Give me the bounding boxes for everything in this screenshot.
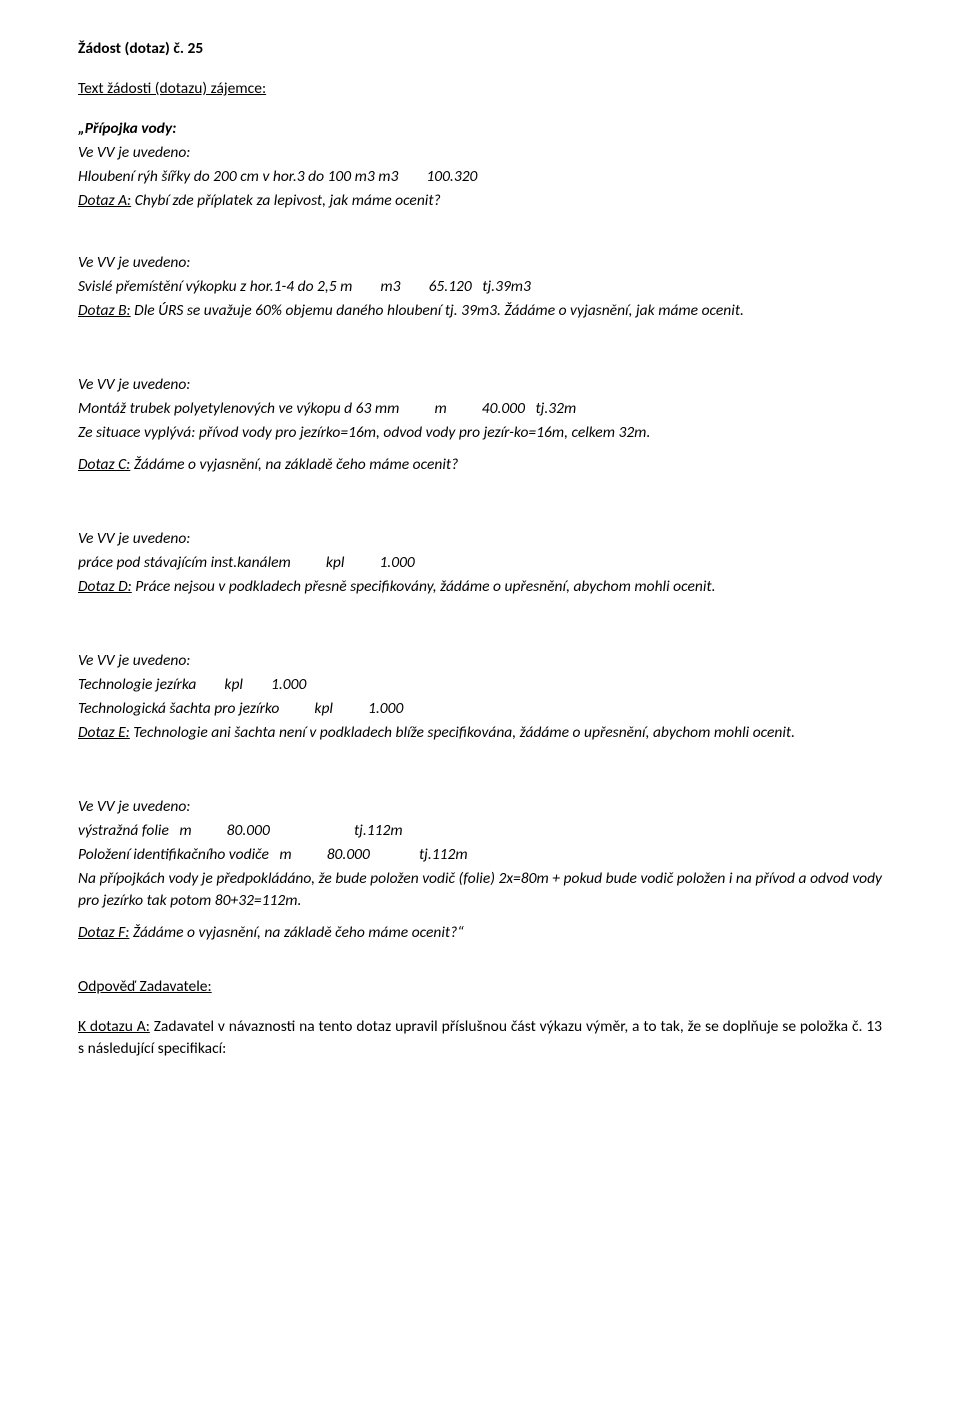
- vv-line-c: Ve VV je uvedeno:: [78, 374, 882, 396]
- dotazE-line1: Technologie jezírka kpl 1.000: [78, 674, 882, 696]
- document-title: Žádost (dotaz) č. 25: [78, 38, 882, 60]
- dotazE-text: Technologie ani šachta není v podkladech…: [130, 723, 795, 742]
- dotazE-label: Dotaz E:: [78, 723, 130, 742]
- vv-line: Ve VV je uvedeno:: [78, 142, 882, 164]
- dotazA-label: Dotaz A:: [78, 191, 131, 210]
- kdotazA-label: K dotazu A:: [78, 1017, 150, 1036]
- dotazF-para: Na přípojkách vody je předpokládáno, že …: [78, 868, 882, 912]
- dotazF-label: Dotaz F:: [78, 923, 129, 942]
- dotazD-text: Práce nejsou v podkladech přesně specifi…: [132, 577, 716, 596]
- dotazF-row: Dotaz F: Žádáme o vyjasnění, na základě …: [78, 922, 882, 944]
- dotazD-line: práce pod stávajícím inst.kanálem kpl 1.…: [78, 552, 882, 574]
- dotazF-line2: Položení identifikačního vodiče m 80.000…: [78, 844, 882, 866]
- dotazB-text: Dle ÚRS se uvažuje 60% objemu daného hlo…: [131, 301, 744, 320]
- dotazD-row: Dotaz D: Práce nejsou v podkladech přesn…: [78, 576, 882, 598]
- section-header: „Přípojka vody:: [78, 118, 882, 140]
- dotazC-label: Dotaz C:: [78, 455, 130, 474]
- dotazB-row: Dotaz B: Dle ÚRS se uvažuje 60% objemu d…: [78, 300, 882, 322]
- vv-line-d: Ve VV je uvedeno:: [78, 528, 882, 550]
- dotazB-label: Dotaz B:: [78, 301, 131, 320]
- dotazE-line2: Technologická šachta pro jezírko kpl 1.0…: [78, 698, 882, 720]
- dotazC-row: Dotaz C: Žádáme o vyjasnění, na základě …: [78, 454, 882, 476]
- vv-line-b: Ve VV je uvedeno:: [78, 252, 882, 274]
- dotazF-line1: výstražná folie m 80.000 tj.112m: [78, 820, 882, 842]
- dotazC-line2: Ze situace vyplývá: přívod vody pro jezí…: [78, 422, 882, 444]
- dotazA-row: Dotaz A: Chybí zde příplatek za lepivost…: [78, 190, 882, 212]
- vv-line-e: Ve VV je uvedeno:: [78, 650, 882, 672]
- kdotazA-text: Zadavatel v návaznosti na tento dotaz up…: [78, 1017, 882, 1058]
- kdotazA-row: K dotazu A: Zadavatel v návaznosti na te…: [78, 1016, 882, 1060]
- dotazC-text: Žádáme o vyjasnění, na základě čeho máme…: [130, 455, 458, 474]
- dotazA-text: Chybí zde příplatek za lepivost, jak mám…: [131, 191, 441, 210]
- vv-line-f: Ve VV je uvedeno:: [78, 796, 882, 818]
- dotazF-text: Žádáme o vyjasnění, na základě čeho máme…: [129, 923, 463, 942]
- dotazC-line1: Montáž trubek polyetylenových ve výkopu …: [78, 398, 882, 420]
- dotazD-label: Dotaz D:: [78, 577, 132, 596]
- dotazB-line: Svislé přemístění výkopku z hor.1-4 do 2…: [78, 276, 882, 298]
- answer-header: Odpověď Zadavatele:: [78, 976, 882, 998]
- intro-line: Text žádosti (dotazu) zájemce:: [78, 78, 882, 100]
- dotazA-line: Hloubení rýh šířky do 200 cm v hor.3 do …: [78, 166, 882, 188]
- dotazE-row: Dotaz E: Technologie ani šachta není v p…: [78, 722, 882, 744]
